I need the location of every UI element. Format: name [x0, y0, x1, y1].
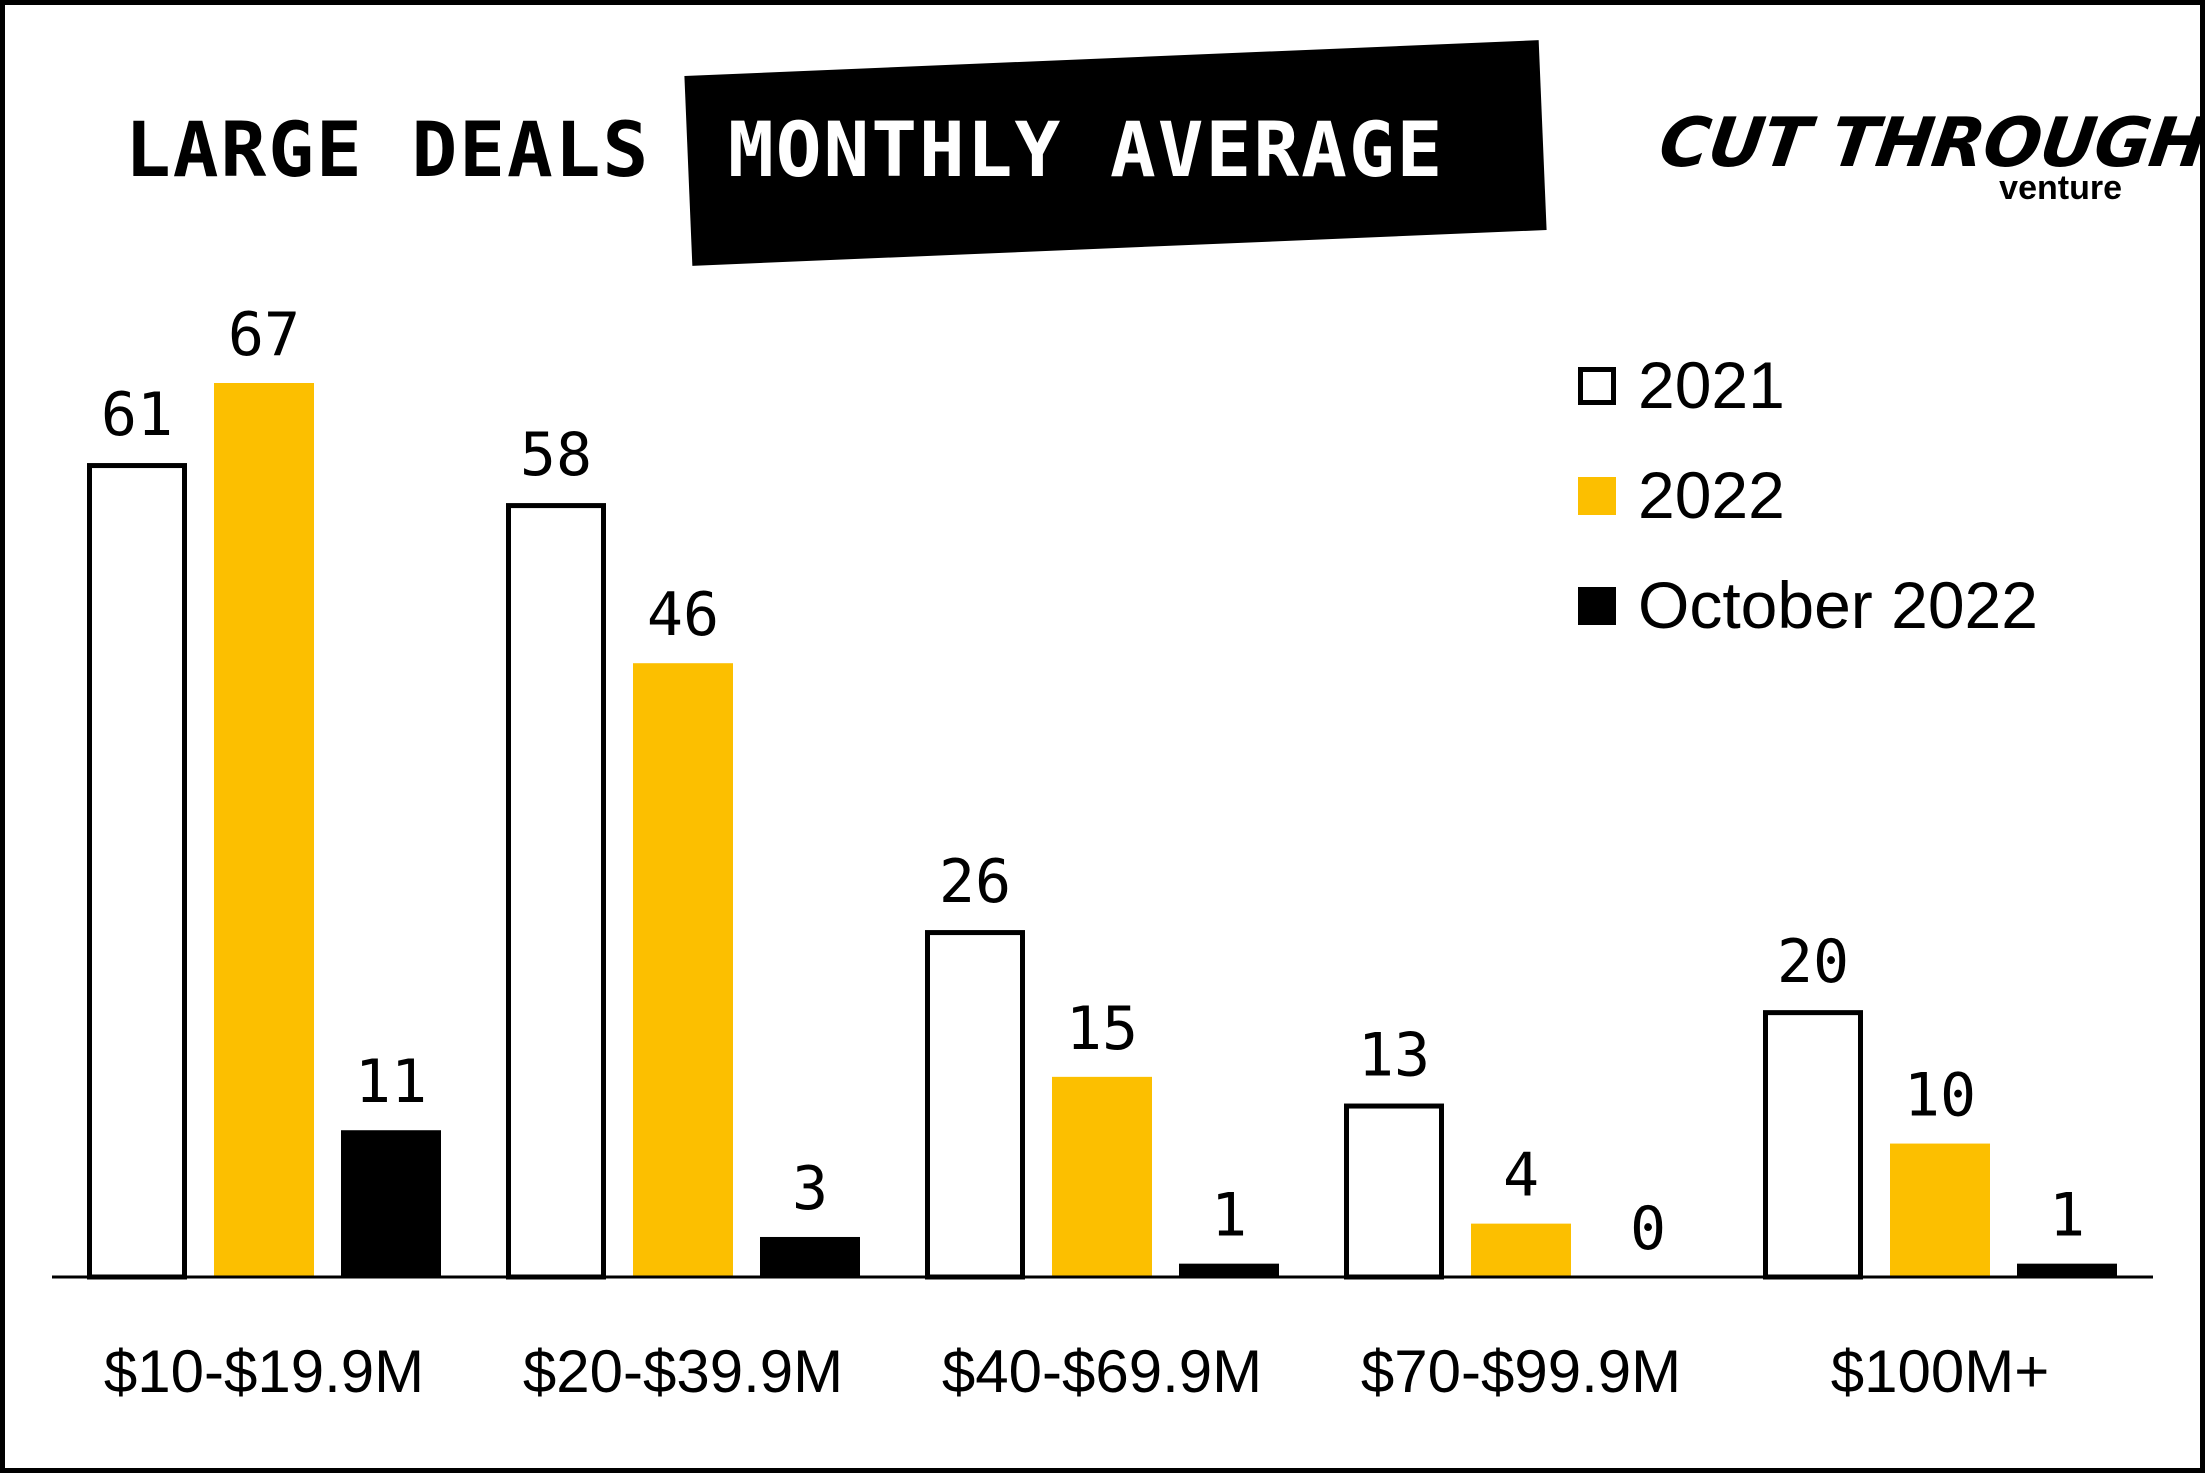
legend-label-2022: 2022	[1638, 458, 1785, 532]
data-label-2022: 15	[1066, 994, 1138, 1064]
bar-october-2022	[1179, 1263, 1279, 1277]
legend-label-2021: 2021	[1638, 348, 1785, 422]
data-label-2022: 10	[1904, 1061, 1976, 1131]
bar-2021	[925, 930, 1025, 1280]
data-label-october-2022: 0	[1630, 1194, 1666, 1264]
data-label-2021: 58	[520, 420, 592, 490]
category-label: $40-$69.9M	[942, 1338, 1262, 1405]
data-label-2022: 67	[228, 300, 300, 370]
data-label-october-2022: 1	[2049, 1181, 2085, 1251]
bar-2022	[633, 663, 733, 1277]
bar-2022	[214, 383, 314, 1277]
chart-legend: 2021 2022 October 2022	[1578, 345, 2138, 675]
bar-2021	[1344, 1103, 1444, 1280]
bar-october-2022	[2017, 1263, 2117, 1277]
bar-2021	[506, 503, 606, 1280]
data-label-october-2022: 11	[355, 1047, 427, 1117]
category-label: $20-$39.9M	[523, 1338, 843, 1405]
chart-title-highlight: MONTHLY AVERAGE	[728, 105, 1445, 194]
data-label-2021: 26	[939, 847, 1011, 917]
legend-item-2022: 2022	[1578, 455, 2138, 565]
legend-label-october-2022: October 2022	[1638, 568, 2038, 642]
brand-logo: CUT THROUGH venture	[1655, 104, 2205, 208]
data-label-2022: 46	[647, 580, 719, 650]
data-label-october-2022: 3	[792, 1154, 828, 1224]
legend-item-2021: 2021	[1578, 345, 2138, 455]
data-label-october-2022: 1	[1211, 1181, 1247, 1251]
bar-2021	[87, 463, 187, 1280]
category-label: $100M+	[1831, 1338, 2050, 1405]
data-label-2021: 20	[1777, 927, 1849, 997]
legend-swatch-2022	[1578, 477, 1616, 515]
legend-item-october-2022: October 2022	[1578, 565, 2138, 675]
bar-october-2022	[760, 1236, 860, 1277]
legend-swatch-2021	[1578, 367, 1616, 405]
bar-2022	[1471, 1223, 1571, 1277]
category-label: $70-$99.9M	[1361, 1338, 1681, 1405]
bar-october-2022	[341, 1130, 441, 1277]
bar-2022	[1052, 1076, 1152, 1277]
bar-2022	[1890, 1143, 1990, 1277]
data-label-2022: 4	[1503, 1141, 1539, 1211]
bar-2021	[1763, 1010, 1863, 1280]
data-label-2021: 13	[1358, 1021, 1430, 1091]
data-label-2021: 61	[101, 380, 173, 450]
logo-subtext: venture	[1999, 169, 2122, 207]
chart-title-plain: LARGE DEALS	[125, 105, 651, 194]
legend-swatch-october-2022	[1578, 587, 1616, 625]
category-label: $10-$19.9M	[104, 1338, 424, 1405]
